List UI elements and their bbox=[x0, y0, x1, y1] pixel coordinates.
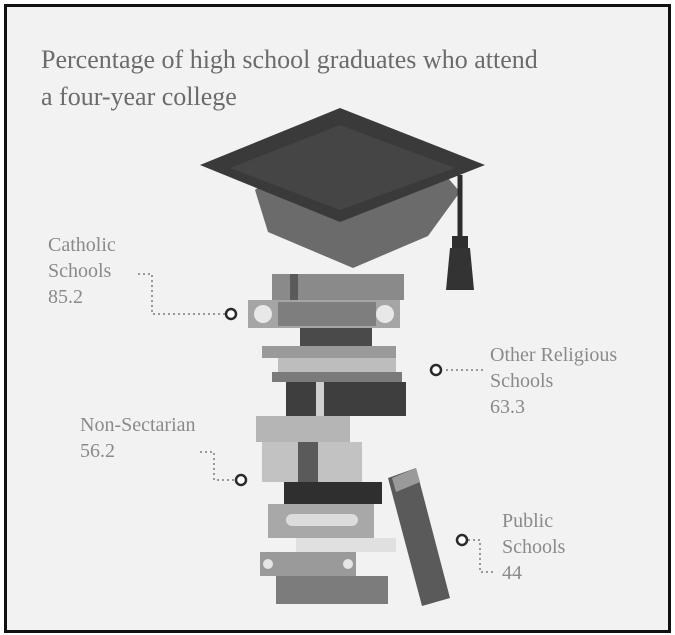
category-value: 63.3 bbox=[490, 396, 525, 418]
category-name-line: Public bbox=[502, 510, 554, 532]
category-name-line: Non-Sectarian bbox=[80, 414, 196, 436]
public-leader-line bbox=[468, 539, 496, 573]
book-stack-icon bbox=[248, 274, 450, 606]
category-name-line: Other Religious bbox=[490, 344, 618, 366]
public-marker-icon bbox=[455, 533, 469, 547]
category-name-line: Schools bbox=[490, 370, 554, 392]
category-name-line: Schools bbox=[502, 536, 566, 558]
chart-title: Percentage of high school graduates who … bbox=[41, 41, 601, 115]
category-name-line: Catholic bbox=[48, 234, 116, 256]
catholic-leader-line bbox=[138, 273, 226, 315]
category-value: 56.2 bbox=[80, 440, 115, 462]
other-religious-marker-icon bbox=[429, 363, 443, 377]
catholic-marker-icon bbox=[224, 307, 238, 321]
non-sectarian-label: Non-Sectarian 56.2 bbox=[80, 412, 196, 464]
non-sectarian-marker-icon bbox=[234, 473, 248, 487]
category-value: 44 bbox=[502, 562, 522, 584]
category-value: 85.2 bbox=[48, 286, 83, 308]
catholic-schools-label: Catholic Schools 85.2 bbox=[48, 232, 116, 310]
category-name-line: Schools bbox=[48, 260, 112, 282]
title-line-2: a four-year college bbox=[41, 82, 237, 111]
graduation-cap-icon bbox=[200, 108, 485, 290]
public-schools-label: Public Schools 44 bbox=[502, 508, 565, 586]
title-line-1: Percentage of high school graduates who … bbox=[41, 45, 538, 74]
label-markers bbox=[224, 307, 469, 547]
other-religious-schools-label: Other Religious Schools 63.3 bbox=[490, 342, 617, 420]
leader-lines bbox=[138, 273, 496, 573]
non-sectarian-leader-line bbox=[200, 451, 236, 481]
